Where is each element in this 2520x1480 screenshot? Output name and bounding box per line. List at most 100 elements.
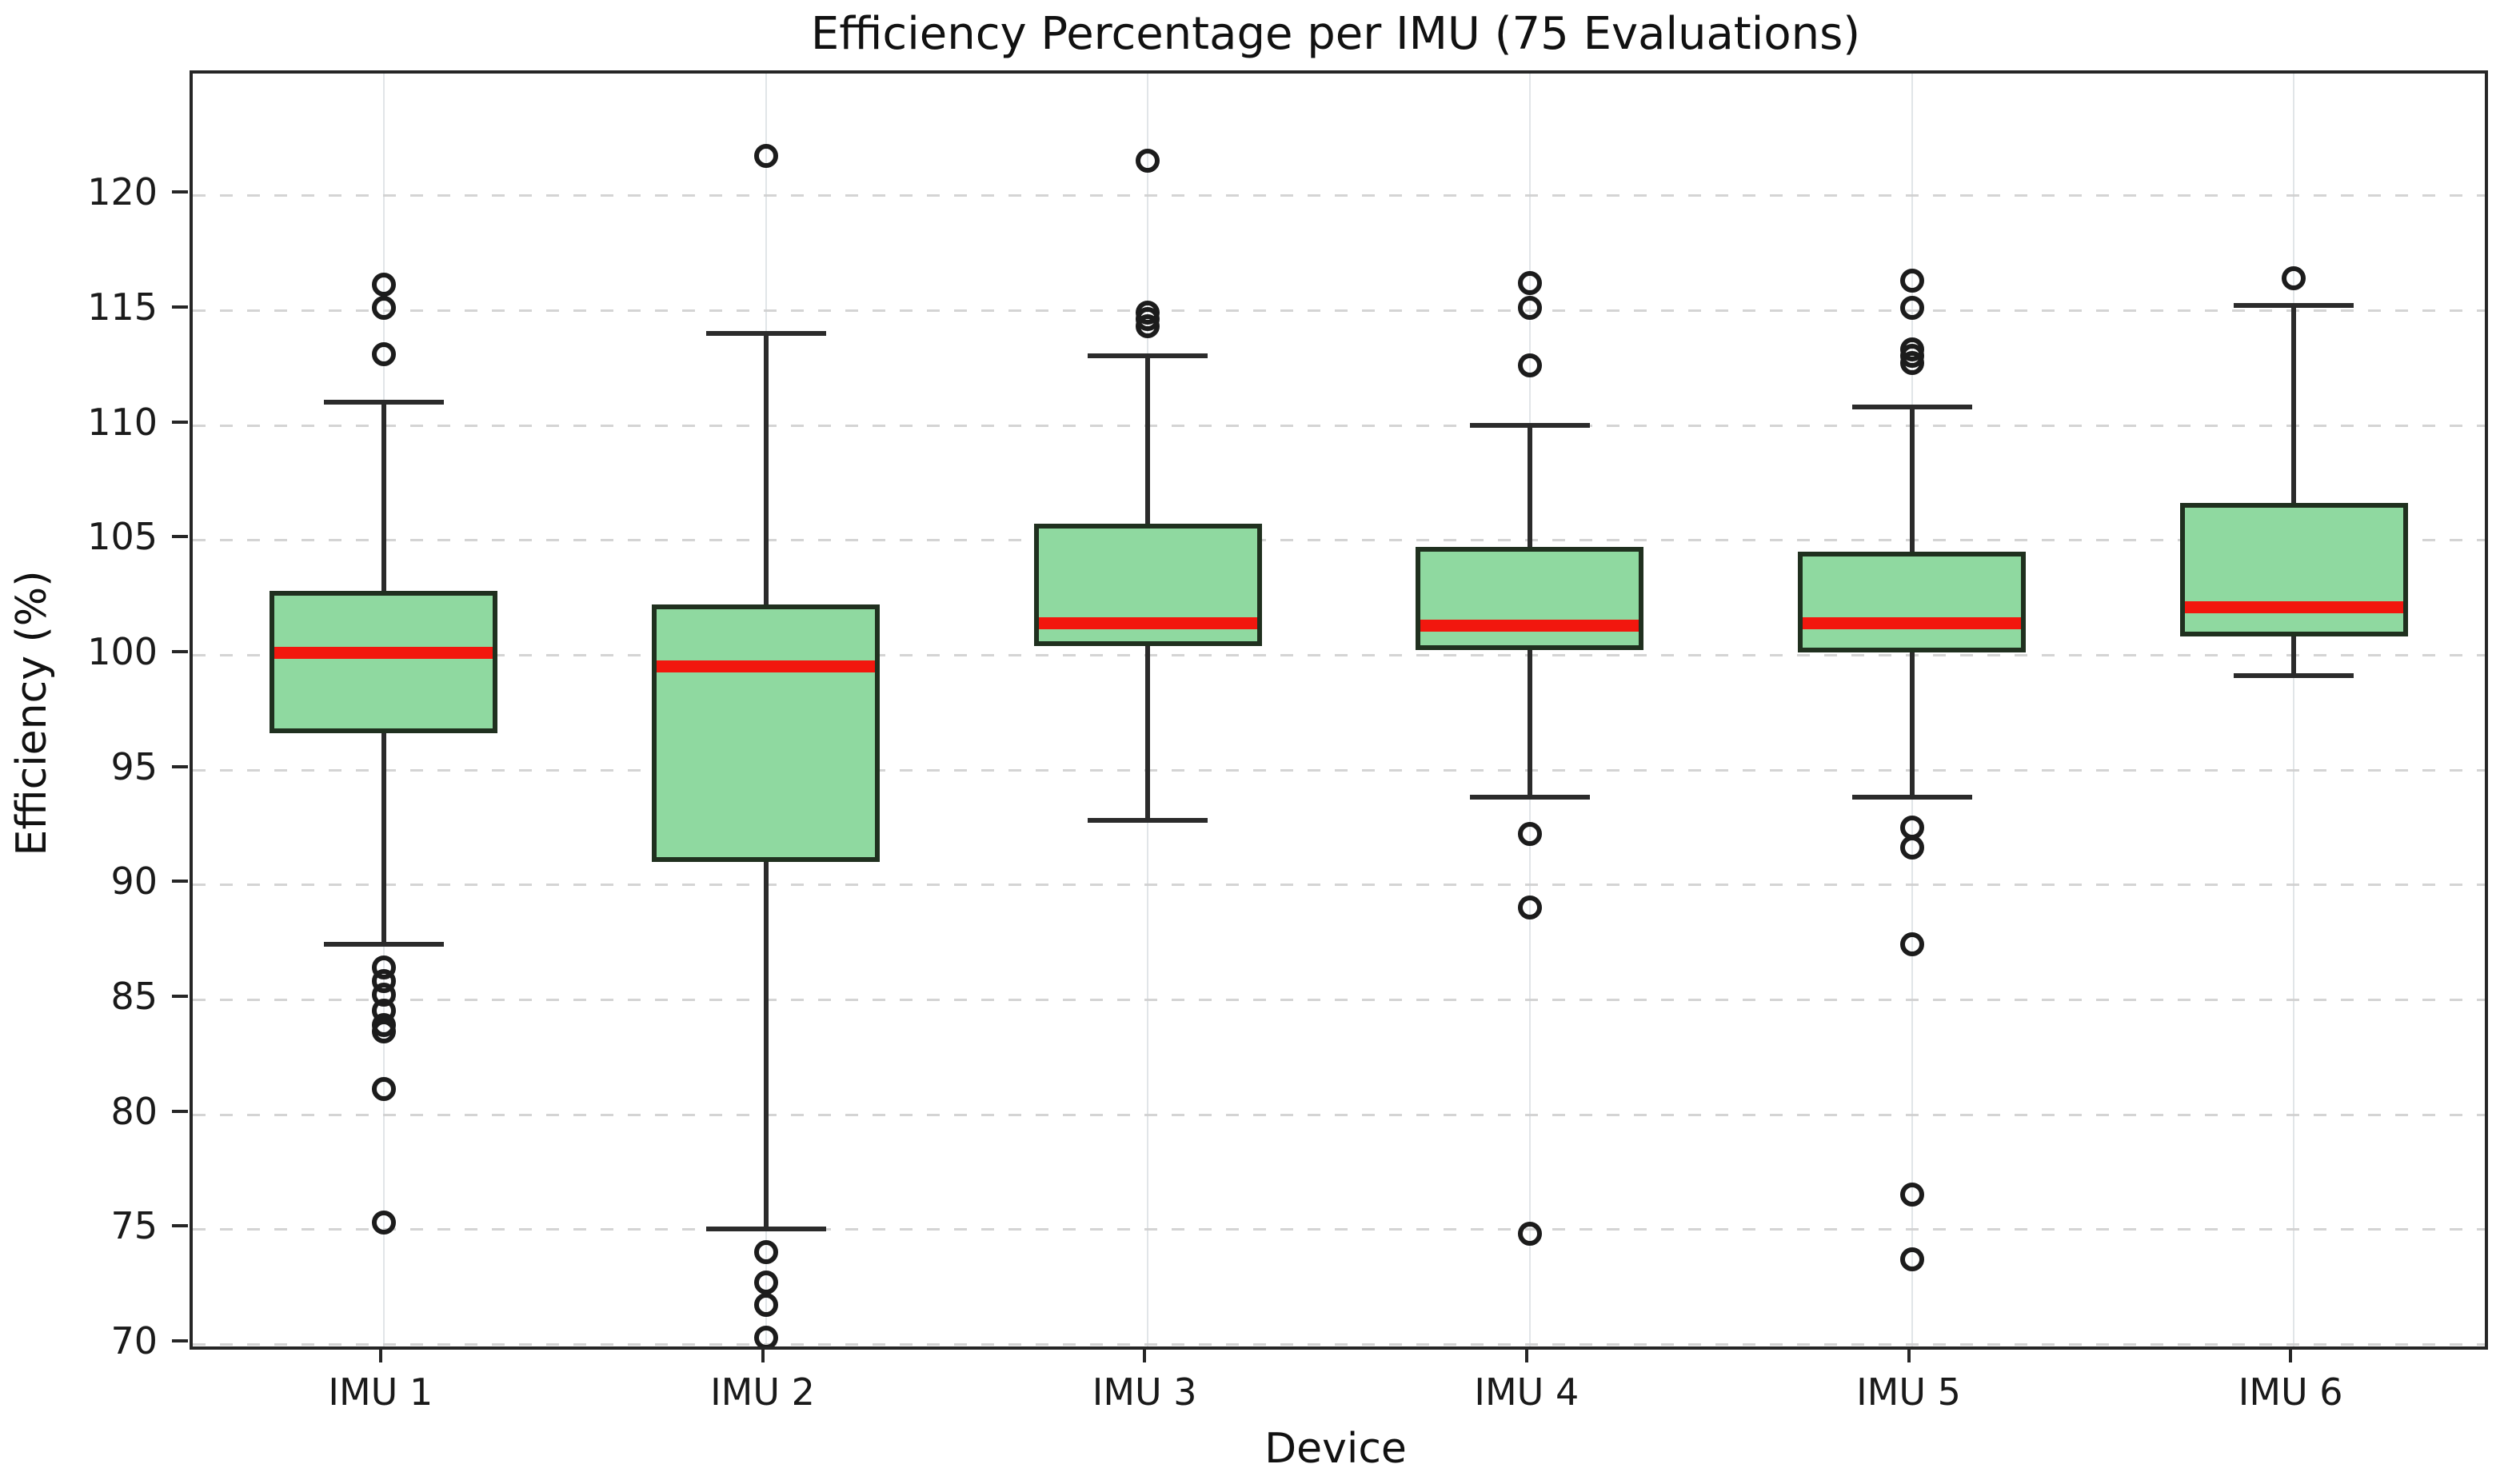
- horizontal-gridline: [193, 654, 2485, 657]
- whisker-cap-upper-imu-5: [1851, 404, 1972, 409]
- whisker-cap-upper-imu-6: [2234, 303, 2354, 309]
- y-tick-label: 90: [110, 860, 158, 904]
- x-tick-label: IMU 2: [710, 1370, 815, 1414]
- whisker-lower-imu-2: [763, 861, 769, 1230]
- median-line-imu-4: [1420, 619, 1639, 632]
- outlier-point-imu-1: [371, 1210, 396, 1235]
- y-tick-label: 80: [110, 1089, 158, 1133]
- y-tick-label: 70: [110, 1319, 158, 1363]
- outlier-point-imu-5: [1899, 1247, 1924, 1271]
- horizontal-gridline: [193, 309, 2485, 312]
- whisker-cap-lower-imu-5: [1851, 795, 1972, 800]
- y-tick-mark: [172, 764, 188, 768]
- horizontal-gridline: [193, 884, 2485, 887]
- median-line-imu-3: [1038, 616, 1257, 629]
- outlier-point-imu-5: [1899, 932, 1924, 957]
- outlier-point-imu-1: [371, 1019, 396, 1044]
- whisker-cap-upper-imu-1: [323, 399, 444, 405]
- horizontal-gridline: [193, 1343, 2485, 1346]
- whisker-cap-lower-imu-3: [1088, 817, 1208, 823]
- whisker-cap-lower-imu-2: [705, 1227, 826, 1232]
- chart-title: Efficiency Percentage per IMU (75 Evalua…: [810, 8, 1861, 60]
- box-imu-5: [1798, 551, 2026, 653]
- box-imu-1: [270, 590, 498, 733]
- x-tick-mark: [378, 1346, 382, 1362]
- outlier-point-imu-1: [371, 341, 396, 366]
- y-tick-label: 105: [87, 515, 158, 559]
- whisker-lower-imu-5: [1909, 652, 1915, 798]
- y-tick-mark: [172, 650, 188, 654]
- x-tick-mark: [1907, 1346, 1911, 1362]
- x-tick-mark: [2289, 1346, 2293, 1362]
- horizontal-gridline: [193, 194, 2485, 197]
- whisker-cap-lower-imu-1: [323, 942, 444, 947]
- whisker-upper-imu-5: [1909, 406, 1915, 552]
- outlier-point-imu-1: [371, 296, 396, 321]
- y-tick-label: 110: [87, 400, 158, 444]
- y-axis-label: Efficiency (%): [8, 570, 56, 856]
- outlier-point-imu-2: [753, 1325, 778, 1346]
- x-axis-label: Device: [1264, 1425, 1407, 1473]
- y-tick-label: 120: [87, 170, 158, 214]
- outlier-point-imu-5: [1899, 836, 1924, 860]
- outlier-point-imu-1: [371, 1077, 396, 1102]
- box-imu-6: [2179, 503, 2408, 637]
- y-tick-mark: [172, 1339, 188, 1343]
- y-tick-mark: [172, 1109, 188, 1113]
- median-line-imu-5: [1803, 616, 2021, 629]
- whisker-cap-upper-imu-2: [705, 330, 826, 336]
- outlier-point-imu-5: [1899, 268, 1924, 293]
- outlier-point-imu-3: [1136, 300, 1160, 325]
- horizontal-gridline: [193, 1113, 2485, 1116]
- outlier-point-imu-4: [1517, 353, 1542, 377]
- y-tick-label: 85: [110, 975, 158, 1019]
- whisker-cap-upper-imu-4: [1469, 422, 1590, 428]
- vertical-gridline: [2293, 74, 2295, 1346]
- horizontal-gridline: [193, 539, 2485, 542]
- outlier-point-imu-3: [1136, 149, 1160, 174]
- outlier-point-imu-2: [753, 1240, 778, 1265]
- x-tick-mark: [1143, 1346, 1147, 1362]
- outlier-point-imu-4: [1517, 270, 1542, 295]
- y-tick-mark: [172, 420, 188, 424]
- box-imu-2: [652, 604, 880, 862]
- outlier-point-imu-2: [753, 1270, 778, 1295]
- outlier-point-imu-4: [1517, 1222, 1542, 1247]
- whisker-upper-imu-4: [1527, 425, 1532, 547]
- y-tick-label: 100: [87, 630, 158, 674]
- y-tick-label: 75: [110, 1204, 158, 1248]
- y-tick-mark: [172, 995, 188, 999]
- y-tick-mark: [172, 535, 188, 539]
- x-tick-label: IMU 3: [1092, 1370, 1197, 1414]
- outlier-point-imu-5: [1899, 337, 1924, 361]
- whisker-upper-imu-2: [763, 333, 769, 604]
- horizontal-gridline: [193, 1228, 2485, 1231]
- whisker-lower-imu-1: [381, 732, 386, 945]
- median-line-imu-2: [657, 660, 875, 673]
- plot-area: [190, 70, 2488, 1350]
- whisker-lower-imu-3: [1145, 645, 1151, 820]
- outlier-point-imu-4: [1517, 296, 1542, 321]
- x-tick-label: IMU 6: [2238, 1370, 2343, 1414]
- whisker-cap-lower-imu-4: [1469, 795, 1590, 800]
- whisker-lower-imu-6: [2291, 636, 2297, 676]
- whisker-upper-imu-1: [381, 401, 386, 591]
- y-tick-label: 115: [87, 285, 158, 329]
- box-imu-4: [1416, 546, 1644, 651]
- outlier-point-imu-2: [753, 1293, 778, 1318]
- whisker-upper-imu-6: [2291, 305, 2297, 504]
- horizontal-gridline: [193, 768, 2485, 772]
- outlier-point-imu-5: [1899, 296, 1924, 321]
- y-tick-mark: [172, 190, 188, 194]
- x-tick-mark: [1524, 1346, 1528, 1362]
- x-tick-label: IMU 4: [1474, 1370, 1579, 1414]
- outlier-point-imu-4: [1517, 822, 1542, 847]
- whisker-cap-lower-imu-6: [2234, 672, 2354, 678]
- median-line-imu-1: [274, 647, 493, 660]
- x-tick-mark: [761, 1346, 765, 1362]
- x-tick-label: IMU 1: [328, 1370, 433, 1414]
- outlier-point-imu-5: [1899, 1183, 1924, 1207]
- outlier-point-imu-4: [1517, 896, 1542, 920]
- whisker-upper-imu-3: [1145, 356, 1151, 525]
